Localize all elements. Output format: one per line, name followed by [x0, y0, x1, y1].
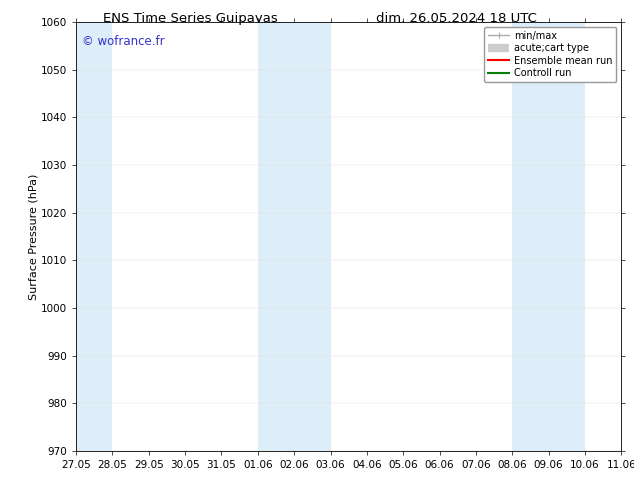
Text: ENS Time Series Guipavas: ENS Time Series Guipavas [103, 12, 278, 25]
Bar [258, 22, 330, 451]
Y-axis label: Surface Pressure (hPa): Surface Pressure (hPa) [28, 173, 38, 299]
Bar [76, 22, 112, 451]
Text: © wofrance.fr: © wofrance.fr [82, 35, 164, 48]
Legend: min/max, acute;cart type, Ensemble mean run, Controll run: min/max, acute;cart type, Ensemble mean … [484, 27, 616, 82]
Text: dim. 26.05.2024 18 UTC: dim. 26.05.2024 18 UTC [376, 12, 537, 25]
Bar [512, 22, 585, 451]
